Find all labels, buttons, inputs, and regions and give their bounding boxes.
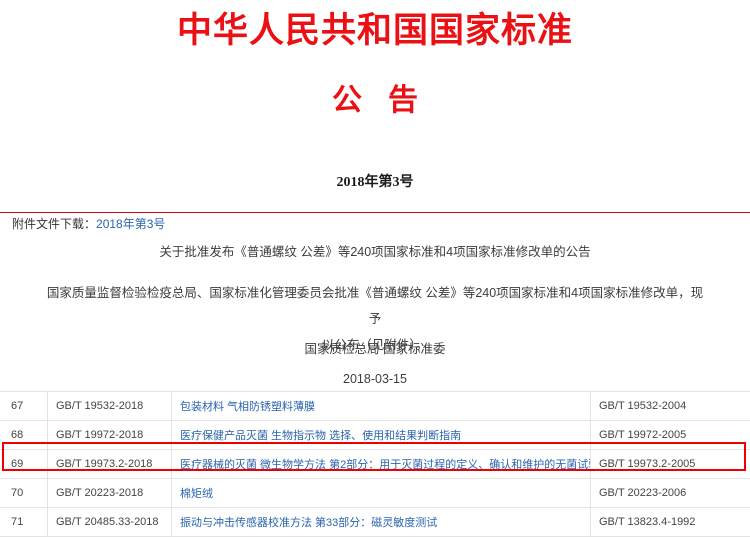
attachment-download-line: 附件文件下载：2018年第3号	[12, 216, 165, 232]
cell-standard-code: GB/T 19972-2018	[48, 421, 172, 450]
cell-replaced-standard: GB/T 13823.4-1992	[591, 508, 750, 537]
cell-standard-code: GB/T 19973.2-2018	[48, 450, 172, 479]
document-masthead: 中华人民共和国国家标准 公告 2018年第3号	[0, 0, 750, 191]
cell-standard-name: 医疗器械的灭菌 微生物学方法 第2部分：用于灭菌过程的定义、确认和维护的无菌试验	[172, 450, 591, 479]
cell-sequence: 69	[0, 450, 48, 479]
cell-standard-code: GB/T 20223-2018	[48, 479, 172, 508]
standard-name-link[interactable]: 医疗器械的灭菌 微生物学方法 第2部分：用于灭菌过程的定义、确认和维护的无菌试验	[180, 459, 591, 471]
page-subtitle: 公告	[0, 48, 750, 116]
signature-authorities: 国家质检总局 国家标准委	[0, 340, 750, 358]
notice-body-line-1: 国家质量监督检验检疫总局、国家标准化管理委员会批准《普通螺纹 公差》等240项国…	[42, 280, 708, 332]
standard-name-link[interactable]: 包装材料 气相防锈塑料薄膜	[180, 401, 315, 413]
cell-sequence: 67	[0, 392, 48, 421]
cell-replaced-standard: GB/T 19972-2005	[591, 421, 750, 450]
cell-sequence: 68	[0, 421, 48, 450]
page-title: 中华人民共和国国家标准	[0, 0, 750, 48]
notice-heading: 关于批准发布《普通螺纹 公差》等240项国家标准和4项国家标准修改单的公告	[0, 243, 750, 261]
standard-name-link[interactable]: 医疗保健产品灭菌 生物指示物 选择、使用和结果判断指南	[180, 430, 461, 442]
cell-sequence: 71	[0, 508, 48, 537]
cell-replaced-standard: GB/T 19973.2-2005	[591, 450, 750, 479]
attachment-label: 附件文件下载：	[12, 217, 96, 231]
cell-standard-name: 振动与冲击传感器校准方法 第33部分：磁灵敏度测试	[172, 508, 591, 537]
cell-standard-name: 包装材料 气相防锈塑料薄膜	[172, 392, 591, 421]
attachment-download-link[interactable]: 2018年第3号	[96, 217, 165, 231]
cell-standard-name: 医疗保健产品灭菌 生物指示物 选择、使用和结果判断指南	[172, 421, 591, 450]
cell-standard-code: GB/T 19532-2018	[48, 392, 172, 421]
cell-replaced-standard: GB/T 20223-2006	[591, 479, 750, 508]
cell-standard-code: GB/T 20485.33-2018	[48, 508, 172, 537]
issue-number: 2018年第3号	[0, 116, 750, 191]
standard-name-link[interactable]: 振动与冲击传感器校准方法 第33部分：磁灵敏度测试	[180, 517, 437, 529]
cell-sequence: 70	[0, 479, 48, 508]
signature-date: 2018-03-15	[0, 370, 750, 388]
cell-replaced-standard: GB/T 19532-2004	[591, 392, 750, 421]
red-divider	[0, 212, 750, 213]
cell-standard-name: 棉矩绒	[172, 479, 591, 508]
standard-name-link[interactable]: 棉矩绒	[180, 488, 213, 500]
